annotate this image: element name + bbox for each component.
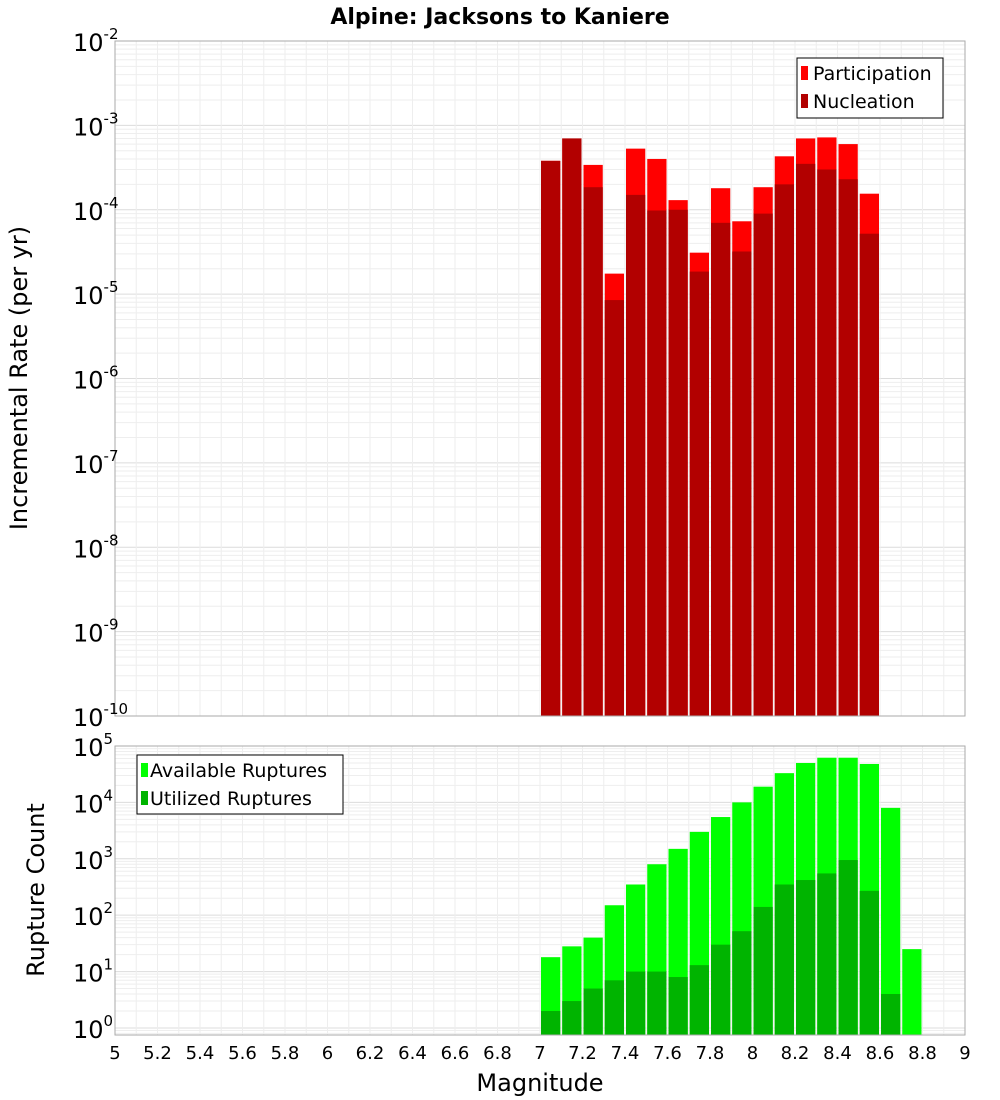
x-tick-label: 8.8 [908,1043,937,1064]
utilized-ruptures-bar [859,890,879,1035]
y-tick-label: 10-2 [73,25,119,57]
utilized-ruptures-bar [562,1001,582,1035]
count-y-ticks: 100 101 102 103 104 105 [73,730,113,1044]
rate-plot-grid [114,41,966,717]
x-tick-label: 5.6 [228,1043,257,1064]
x-tick-label: 8.4 [823,1043,852,1064]
x-tick-label: 6.8 [483,1043,512,1064]
count-y-axis-title: Rupture Count [22,803,50,977]
nucleation-bar [796,163,816,717]
nucleation-bar [604,300,624,716]
nucleation-bar [647,210,667,716]
x-tick-label: 6.4 [398,1043,427,1064]
x-tick-label: 6.2 [356,1043,385,1064]
nucleation-bar [711,222,731,716]
utilized-ruptures-bar [626,971,646,1035]
nucleation-bar [774,184,794,717]
x-tick-label: 7 [534,1043,545,1064]
y-tick-label: 10-5 [73,278,119,310]
legend-label-available: Available Ruptures [150,760,327,782]
x-tick-label: 6.6 [441,1043,470,1064]
legend-swatch-participation [801,66,808,80]
utilized-ruptures-bar [604,980,624,1035]
utilized-ruptures-bar [774,884,794,1035]
count-plot-frame [114,745,966,1036]
x-tick-label: 7.4 [611,1043,640,1064]
nucleation-bar [689,271,709,716]
rate-y-ticks: 10-10 10-9 10-8 10-7 10-6 10-5 10-4 10-3 10-2 [73,25,128,732]
nucleation-bar [859,233,879,716]
y-tick-label: 104 [73,786,113,818]
rate-legend: Participation Nucleation [796,57,944,119]
y-tick-label: 102 [73,899,113,931]
utilized-ruptures-bar [753,906,773,1035]
magnitude-x-ticks: 5 5.2 5.4 5.6 5.8 6 6.2 6.4 6.6 6.8 7 7.2 7.4 7.6 7.8 8… [109,1043,970,1064]
utilized-ruptures-bar [817,873,837,1035]
x-tick-label: 7.6 [653,1043,682,1064]
utilized-ruptures-bar [838,860,858,1035]
y-tick-label: 100 [73,1012,113,1044]
x-tick-label: 5 [109,1043,120,1064]
count-legend: Available Ruptures Utilized Ruptures [136,754,344,815]
legend-swatch-available [141,763,148,777]
legend-label-nucleation: Nucleation [813,91,915,113]
nucleation-bar [838,179,858,716]
nucleation-bar [817,169,837,716]
utilized-ruptures-bar [732,931,752,1035]
nucleation-bar [562,138,582,717]
x-tick-label: 5.2 [143,1043,172,1064]
count-plot-bars [541,757,922,1035]
y-tick-label: 10-4 [73,194,119,226]
x-tick-label: 8.6 [866,1043,895,1064]
x-tick-label: 6 [322,1043,333,1064]
nucleation-bar [626,194,646,716]
x-tick-label: 5.4 [186,1043,215,1064]
legend-swatch-utilized [141,791,148,805]
x-tick-label: 5.8 [271,1043,300,1064]
utilized-ruptures-bar [881,994,901,1035]
utilized-ruptures-bar [668,977,688,1035]
x-tick-label: 8.2 [781,1043,810,1064]
legend-label-participation: Participation [813,63,932,85]
y-tick-label: 10-9 [73,616,119,648]
x-tick-label: 9 [959,1043,970,1064]
x-axis-title: Magnitude [476,1069,603,1097]
y-tick-label: 103 [73,843,113,875]
chart-title: Alpine: Jacksons to Kaniere [330,5,669,30]
utilized-ruptures-bar [689,965,709,1035]
nucleation-bar [732,251,752,716]
utilized-ruptures-bar [711,944,731,1035]
nucleation-bar [541,160,561,717]
y-tick-label: 10-3 [73,109,119,141]
available-ruptures-bar [902,949,922,1035]
x-tick-label: 8 [747,1043,758,1064]
utilized-ruptures-bar [796,880,816,1035]
y-tick-label: 10-6 [73,363,119,395]
y-tick-label: 10-7 [73,447,119,479]
utilized-ruptures-bar [647,971,667,1035]
nucleation-bar [753,213,773,717]
y-tick-label: 10-8 [73,531,119,563]
rate-plot-frame [114,40,966,717]
available-ruptures-bar [881,807,901,1035]
legend-swatch-nucleation [801,94,808,108]
utilized-ruptures-bar [541,1010,561,1035]
rate-y-axis-title: Incremental Rate (per yr) [5,226,33,530]
y-tick-label: 10-10 [73,700,128,732]
count-legend-box [136,754,344,815]
nucleation-bar [668,209,688,716]
y-tick-label: 101 [73,956,113,988]
legend-label-utilized: Utilized Ruptures [150,788,312,810]
rate-plot-bars [541,137,879,717]
x-tick-label: 7.2 [568,1043,597,1064]
nucleation-bar [583,187,603,716]
utilized-ruptures-bar [583,988,603,1035]
y-tick-label: 105 [73,730,113,762]
rate-legend-box [796,57,944,119]
x-tick-label: 7.8 [696,1043,725,1064]
